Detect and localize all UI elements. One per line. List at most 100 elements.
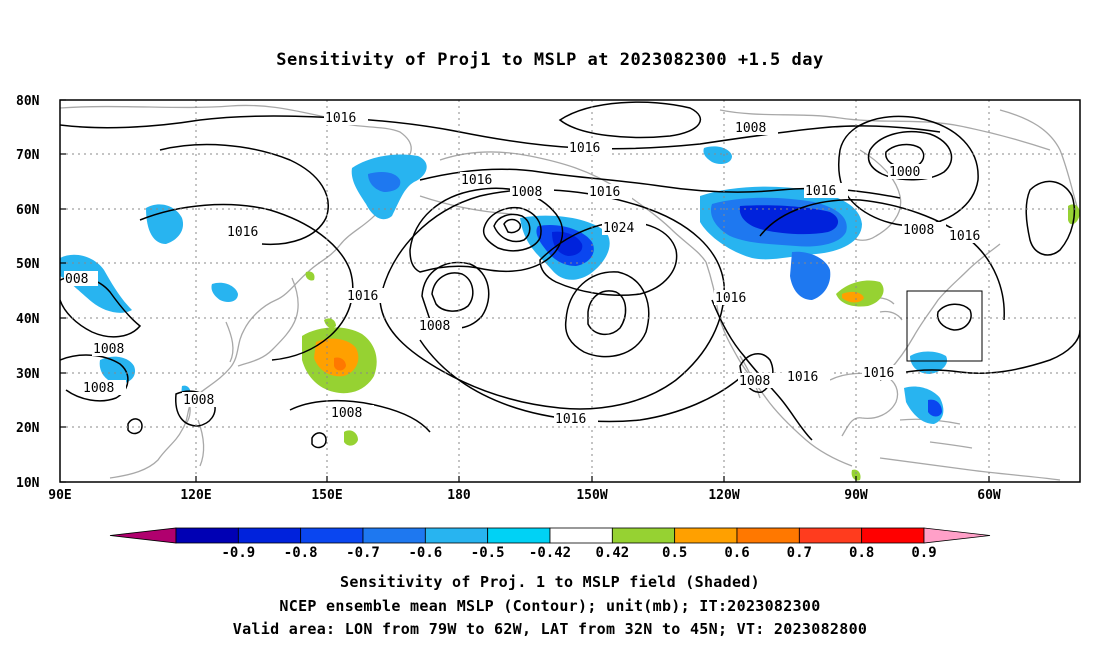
lat-label: 20N (16, 421, 40, 436)
lat-label: 50N (16, 257, 40, 272)
contour-label-7: 1016 (804, 183, 848, 199)
colorbar-swatch (549, 527, 613, 544)
map-title: Sensitivity of Proj1 to MSLP at 20230823… (276, 50, 824, 70)
shade-pac-ne (703, 146, 732, 164)
tick-marks (60, 99, 990, 483)
contour-label-6: 1016 (588, 184, 632, 200)
svg-text:1000: 1000 (889, 165, 920, 180)
contour-1016-canada (759, 199, 1005, 321)
svg-text:008: 008 (65, 272, 88, 287)
colorbar-swatch (674, 527, 738, 544)
shade-siberia-pos (305, 271, 315, 281)
colorbar: -0.9 -0.8 -0.7 -0.6 -0.5 -0.42 0.42 0.5 0.6 0.7 0.… (109, 527, 991, 561)
contour-low-150w-2 (564, 271, 650, 358)
contour-1016-north (60, 115, 941, 150)
svg-text:1008: 1008 (735, 121, 766, 136)
lat-label: 60N (16, 203, 40, 218)
contour-1008-pac-w (289, 399, 431, 433)
colorbar-label: -0.5 (471, 545, 505, 561)
svg-text:1016: 1016 (805, 184, 836, 199)
lon-label: 120W (708, 488, 739, 503)
svg-text:1016: 1016 (589, 185, 620, 200)
contour-small-low-2 (127, 418, 143, 435)
lat-label: 40N (16, 312, 40, 327)
contour-aleutian-low-2 (493, 213, 531, 243)
shade-pac-small (344, 430, 358, 446)
contour-label-19: 1016 (554, 411, 598, 427)
colorbar-right-arrow (923, 527, 991, 544)
caption-valid-area: Valid area: LON from 79W to 62W, LAT fro… (232, 620, 868, 638)
colorbar-swatch (300, 527, 364, 544)
colorbar-swatch (798, 527, 863, 544)
coast-hudson-bay (841, 149, 902, 241)
svg-text:1008: 1008 (93, 342, 124, 357)
contour-1000-canada-low (885, 143, 925, 169)
colorbar-swatch (611, 527, 676, 544)
lon-label: 150W (576, 488, 607, 503)
svg-text:1016: 1016 (347, 289, 378, 304)
contour-label-3: 1016 (568, 140, 612, 156)
lon-label: 60W (977, 488, 1001, 503)
svg-text:1008: 1008 (83, 381, 114, 396)
colorbar-label: 0.9 (911, 545, 936, 561)
contour-label-16: 1008 (92, 341, 136, 357)
coast-na-east (883, 243, 1001, 377)
svg-text:1016: 1016 (787, 370, 818, 385)
svg-text:1016: 1016 (227, 225, 258, 240)
contour-polar-low (558, 101, 702, 139)
svg-text:1016: 1016 (569, 141, 600, 156)
colorbar-label: -0.7 (346, 545, 380, 561)
contour-small-low (311, 432, 327, 449)
contour-label-8: 1000 (888, 164, 932, 180)
colorbar-swatch (861, 527, 925, 544)
colorbar-label: -0.8 (284, 545, 318, 561)
contour-label-13: 008 (64, 271, 98, 287)
contour-1016-atl (879, 329, 1080, 381)
contour-label-23: 1008 (738, 373, 782, 389)
shade-canada-core (739, 205, 839, 235)
svg-text:1016: 1016 (461, 173, 492, 188)
svg-text:1016: 1016 (325, 111, 356, 126)
lat-label: 10N (16, 476, 40, 491)
shade-kamchatka-core (368, 172, 401, 192)
shade-canada-south (790, 251, 831, 300)
contour-label-17: 1008 (82, 380, 126, 396)
colorbar-left-arrow (109, 527, 177, 544)
shade-atl-coast (910, 351, 948, 374)
contour-1008-china (60, 354, 129, 402)
colorbar-swatch (237, 527, 302, 544)
coast-japan (237, 277, 299, 367)
svg-text:1024: 1024 (603, 221, 634, 236)
colorbar-label: 0.6 (724, 545, 749, 561)
lat-labels: 80N 70N 60N 50N 40N 30N 20N 10N (16, 94, 40, 491)
coastlines (60, 104, 1079, 481)
contour-1016-greenland (1025, 180, 1076, 256)
contour-labels: 1016 1008 1016 1016 1008 1016 1016 1000 … (64, 110, 992, 427)
contour-label-21: 1016 (714, 290, 758, 306)
colorbar-label: 0.42 (595, 545, 629, 561)
lon-labels: 90E 120E 150E 180 150W 120W 90W 60W (48, 488, 1001, 503)
mslp-contours (60, 101, 1080, 449)
colorbar-label: 0.8 (849, 545, 874, 561)
contour-label-18: 1008 (182, 392, 226, 408)
contour-1008-west (60, 276, 142, 338)
coast-south-america (879, 457, 1061, 481)
contour-label-5: 1008 (510, 184, 554, 200)
colorbar-swatch (175, 527, 239, 544)
coast-canada-arctic (719, 109, 1051, 151)
contour-aleutian-low-3 (503, 218, 522, 234)
shade-pac-west-max (334, 357, 346, 371)
contour-label-10: 1016 (948, 228, 992, 244)
shade-gulf-alaska-deep (552, 231, 583, 256)
colorbar-swatch (487, 527, 551, 544)
contour-high-1024 (539, 221, 678, 296)
svg-text:1008: 1008 (739, 374, 770, 389)
contour-label-24: 1016 (862, 365, 906, 381)
svg-text:1016: 1016 (715, 291, 746, 306)
lon-label: 90W (844, 488, 868, 503)
caption-contour: NCEP ensemble mean MSLP (Contour); unit(… (279, 597, 821, 615)
shade-china-east (211, 282, 238, 302)
contour-label-20: 1008 (330, 405, 374, 421)
contour-aleutian-outer (409, 187, 564, 273)
